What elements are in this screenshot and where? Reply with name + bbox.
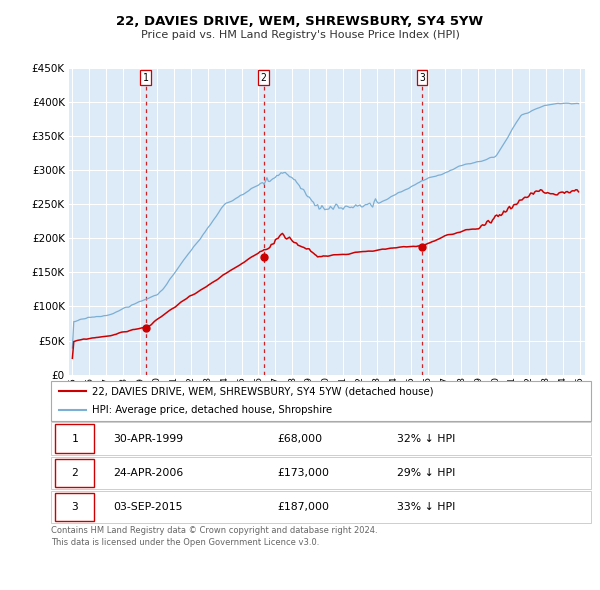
Text: 1: 1 [71,434,78,444]
Bar [55,493,94,522]
Text: HPI: Average price, detached house, Shropshire: HPI: Average price, detached house, Shro… [91,405,332,415]
Text: 3: 3 [419,73,425,83]
Text: Price paid vs. HM Land Registry's House Price Index (HPI): Price paid vs. HM Land Registry's House … [140,30,460,40]
Text: 33% ↓ HPI: 33% ↓ HPI [397,502,455,512]
Text: 2: 2 [261,73,266,83]
Text: 22, DAVIES DRIVE, WEM, SHREWSBURY, SY4 5YW (detached house): 22, DAVIES DRIVE, WEM, SHREWSBURY, SY4 5… [91,386,433,396]
Text: 22, DAVIES DRIVE, WEM, SHREWSBURY, SY4 5YW: 22, DAVIES DRIVE, WEM, SHREWSBURY, SY4 5… [116,15,484,28]
Text: £68,000: £68,000 [278,434,323,444]
Text: 32% ↓ HPI: 32% ↓ HPI [397,434,455,444]
Text: 3: 3 [71,502,78,512]
Text: Contains HM Land Registry data © Crown copyright and database right 2024.
This d: Contains HM Land Registry data © Crown c… [51,526,377,547]
Text: 2: 2 [71,468,78,478]
Text: 24-APR-2006: 24-APR-2006 [113,468,184,478]
Text: 29% ↓ HPI: 29% ↓ HPI [397,468,455,478]
Text: 30-APR-1999: 30-APR-1999 [113,434,183,444]
Text: 1: 1 [143,73,149,83]
Text: £173,000: £173,000 [278,468,330,478]
Bar [55,458,94,487]
Text: 03-SEP-2015: 03-SEP-2015 [113,502,182,512]
Bar [55,424,94,453]
Text: £187,000: £187,000 [278,502,330,512]
